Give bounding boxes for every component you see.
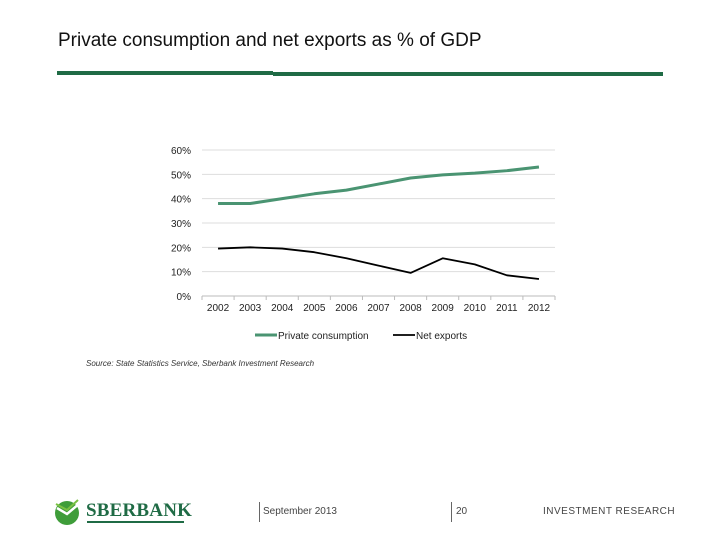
page-number: 20	[456, 506, 468, 517]
x-tick-label: 2003	[239, 303, 262, 314]
chart-source: Source: State Statistics Service, Sberba…	[86, 359, 315, 368]
legend-label: Private consumption	[278, 331, 369, 342]
footer-department: INVESTMENT RESEARCH	[543, 506, 676, 517]
x-tick-label: 2002	[207, 303, 230, 314]
x-tick-label: 2007	[367, 303, 390, 314]
x-tick-label: 2005	[303, 303, 326, 314]
series-line-net-exports	[218, 246, 540, 280]
footer-divider	[259, 502, 260, 522]
title-rule	[57, 71, 273, 75]
y-tick-label: 30%	[171, 219, 191, 230]
y-tick-label: 40%	[171, 195, 191, 206]
x-tick-label: 2010	[464, 303, 487, 314]
slide-title: Private consumption and net exports as %…	[58, 30, 482, 51]
sberbank-logo-icon	[55, 499, 81, 525]
x-tick-label: 2011	[496, 303, 518, 314]
x-tick-label: 2008	[399, 303, 422, 314]
logo-underline	[87, 521, 184, 523]
x-tick-label: 2006	[335, 303, 358, 314]
footer-divider	[451, 502, 452, 522]
x-tick-label: 2004	[271, 303, 294, 314]
title-rule	[273, 72, 663, 76]
y-tick-label: 20%	[171, 243, 191, 254]
legend-label: Net exports	[416, 331, 467, 342]
y-tick-label: 10%	[171, 268, 191, 279]
series-line-private-consumption	[218, 165, 540, 206]
x-tick-label: 2012	[528, 303, 551, 314]
y-tick-label: 50%	[171, 170, 191, 181]
x-tick-label: 2009	[432, 303, 455, 314]
logo-text: SBERBANK	[86, 500, 193, 521]
footer-date: September 2013	[263, 506, 337, 517]
y-tick-label: 60%	[171, 146, 191, 157]
y-tick-label: 0%	[177, 292, 192, 303]
